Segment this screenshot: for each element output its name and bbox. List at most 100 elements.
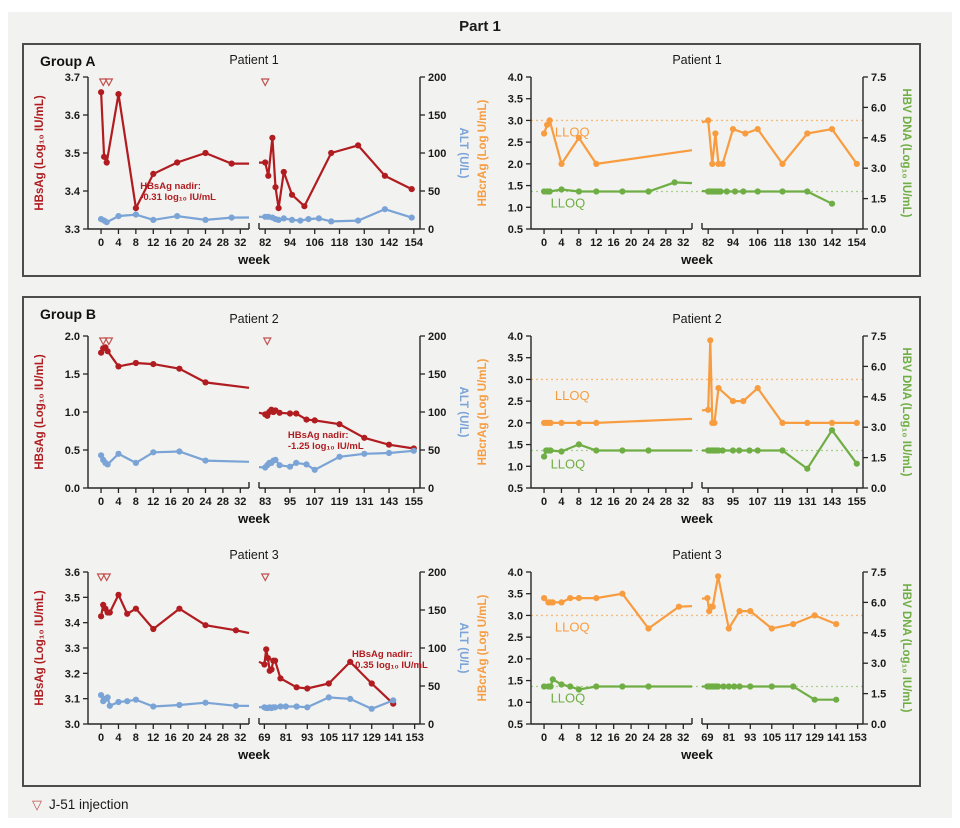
x-tick-label: 143 [380,496,398,508]
right-tick-label: 150 [428,369,446,381]
x-tick-label: 32 [677,237,689,249]
x-tick-label: 105 [320,732,338,744]
left-axis-label: HBcrAg (Log U/mL) [477,594,489,701]
x-tick-label: 107 [749,496,767,508]
legend: ▽ J-51 injection [32,797,952,812]
group-a-label: Group A [40,53,96,69]
data-point [704,595,711,602]
data-point [593,188,600,195]
data-point [286,410,294,417]
x-tick-label: 32 [234,732,246,744]
data-point [276,462,283,469]
data-point [833,696,840,703]
data-point [132,211,139,218]
left-tick-label: 3.3 [65,643,80,655]
data-point [705,117,712,124]
data-point [282,703,289,710]
data-point [558,186,565,193]
x-tick-label: 4 [115,496,122,508]
series-line-hbv-dna [543,428,858,471]
data-point [381,206,388,213]
data-point [368,680,375,687]
x-tick-label: 0 [541,732,547,744]
data-point [717,188,724,195]
data-point [675,603,682,610]
injection-marker-icon [104,78,114,87]
data-point [304,704,311,711]
data-point [115,450,122,457]
data-point [779,419,786,426]
right-tick-label: 100 [428,148,446,160]
data-point [381,172,388,179]
x-tick-label: 16 [165,237,177,249]
x-tick-label: 24 [199,732,212,744]
chart-patient1-hbcrag-hbvdna: Patient 1 LLOQ LLOQ 0 4 8 12 16 20 24 28 32 82 94 106 1… [473,47,913,275]
data-point [729,447,737,454]
data-point [355,217,362,224]
group-a-chart-row: Patient 1 0 4 8 12 16 20 24 28 32 82 94 106 118 130 142… [24,45,919,275]
x-tick-label: 28 [660,237,672,249]
data-point [547,447,554,454]
data-point [720,683,727,690]
data-point [575,188,582,195]
x-tick-label: 153 [848,732,866,744]
data-point [731,188,739,195]
data-point [174,159,181,166]
data-point [103,159,110,166]
right-axis-label: HBV DNA (Log₁₀ IU/mL) [900,348,912,477]
left-tick-label: 1.5 [508,440,523,452]
x-tick-label: 95 [727,496,739,508]
data-point [275,216,282,223]
injection-marker-icon [260,573,270,582]
x-tick-label: 8 [133,237,139,249]
data-point [567,683,574,690]
x-tick-label: 24 [199,496,212,508]
x-tick-label: 107 [306,496,324,508]
nadir-annotation: HBsAg nadir: [352,649,413,660]
data-point [361,434,368,441]
x-tick-label: 20 [182,496,194,508]
left-tick-label: 0.5 [65,445,80,457]
data-point [828,200,836,207]
data-point [280,215,287,222]
data-point [742,130,749,137]
data-point [709,603,716,610]
data-point [150,703,157,710]
x-tick-label: 16 [608,496,620,508]
right-tick-label: 100 [428,643,446,655]
data-point [268,666,275,673]
data-point [736,608,743,615]
data-point [671,179,678,186]
injection-marker-icon [98,78,108,87]
data-point [303,461,310,468]
data-point [115,91,122,98]
nadir-annotation: -0.35 log₁₀ IU/mL [352,660,428,671]
legend-label: J-51 injection [49,797,129,812]
data-point [804,130,811,137]
data-point [790,621,797,628]
data-point [202,149,209,157]
x-tick-label: 69 [701,732,713,744]
x-tick-label: 117 [784,732,802,744]
x-tick-label: 16 [165,496,177,508]
data-point [104,461,111,468]
x-tick-label: 117 [341,732,359,744]
data-point [277,703,284,710]
right-axis-label: ALT (U/L) [457,387,469,438]
data-point [547,683,554,690]
series-line-hbsag [100,346,414,450]
left-tick-label: 2.0 [508,418,523,430]
data-point [731,683,738,690]
group-b-row-patient2: Patient 2 0 4 8 12 16 20 24 28 32 83 95 107 119 131 143… [24,298,919,534]
x-tick-label: 82 [259,237,271,249]
x-tick-label: 94 [727,237,740,249]
figure-panel: Part 1 Group A Patient 1 0 4 8 12 16 20 24 28 32 8… [8,12,952,818]
data-point [853,419,860,426]
data-point [558,160,565,167]
data-point [593,683,600,690]
data-point [619,447,626,454]
data-point [619,188,626,195]
x-tick-label: 20 [182,237,194,249]
nadir-annotation: -1.25 log₁₀ IU/mL [288,441,364,452]
data-point [124,698,131,705]
